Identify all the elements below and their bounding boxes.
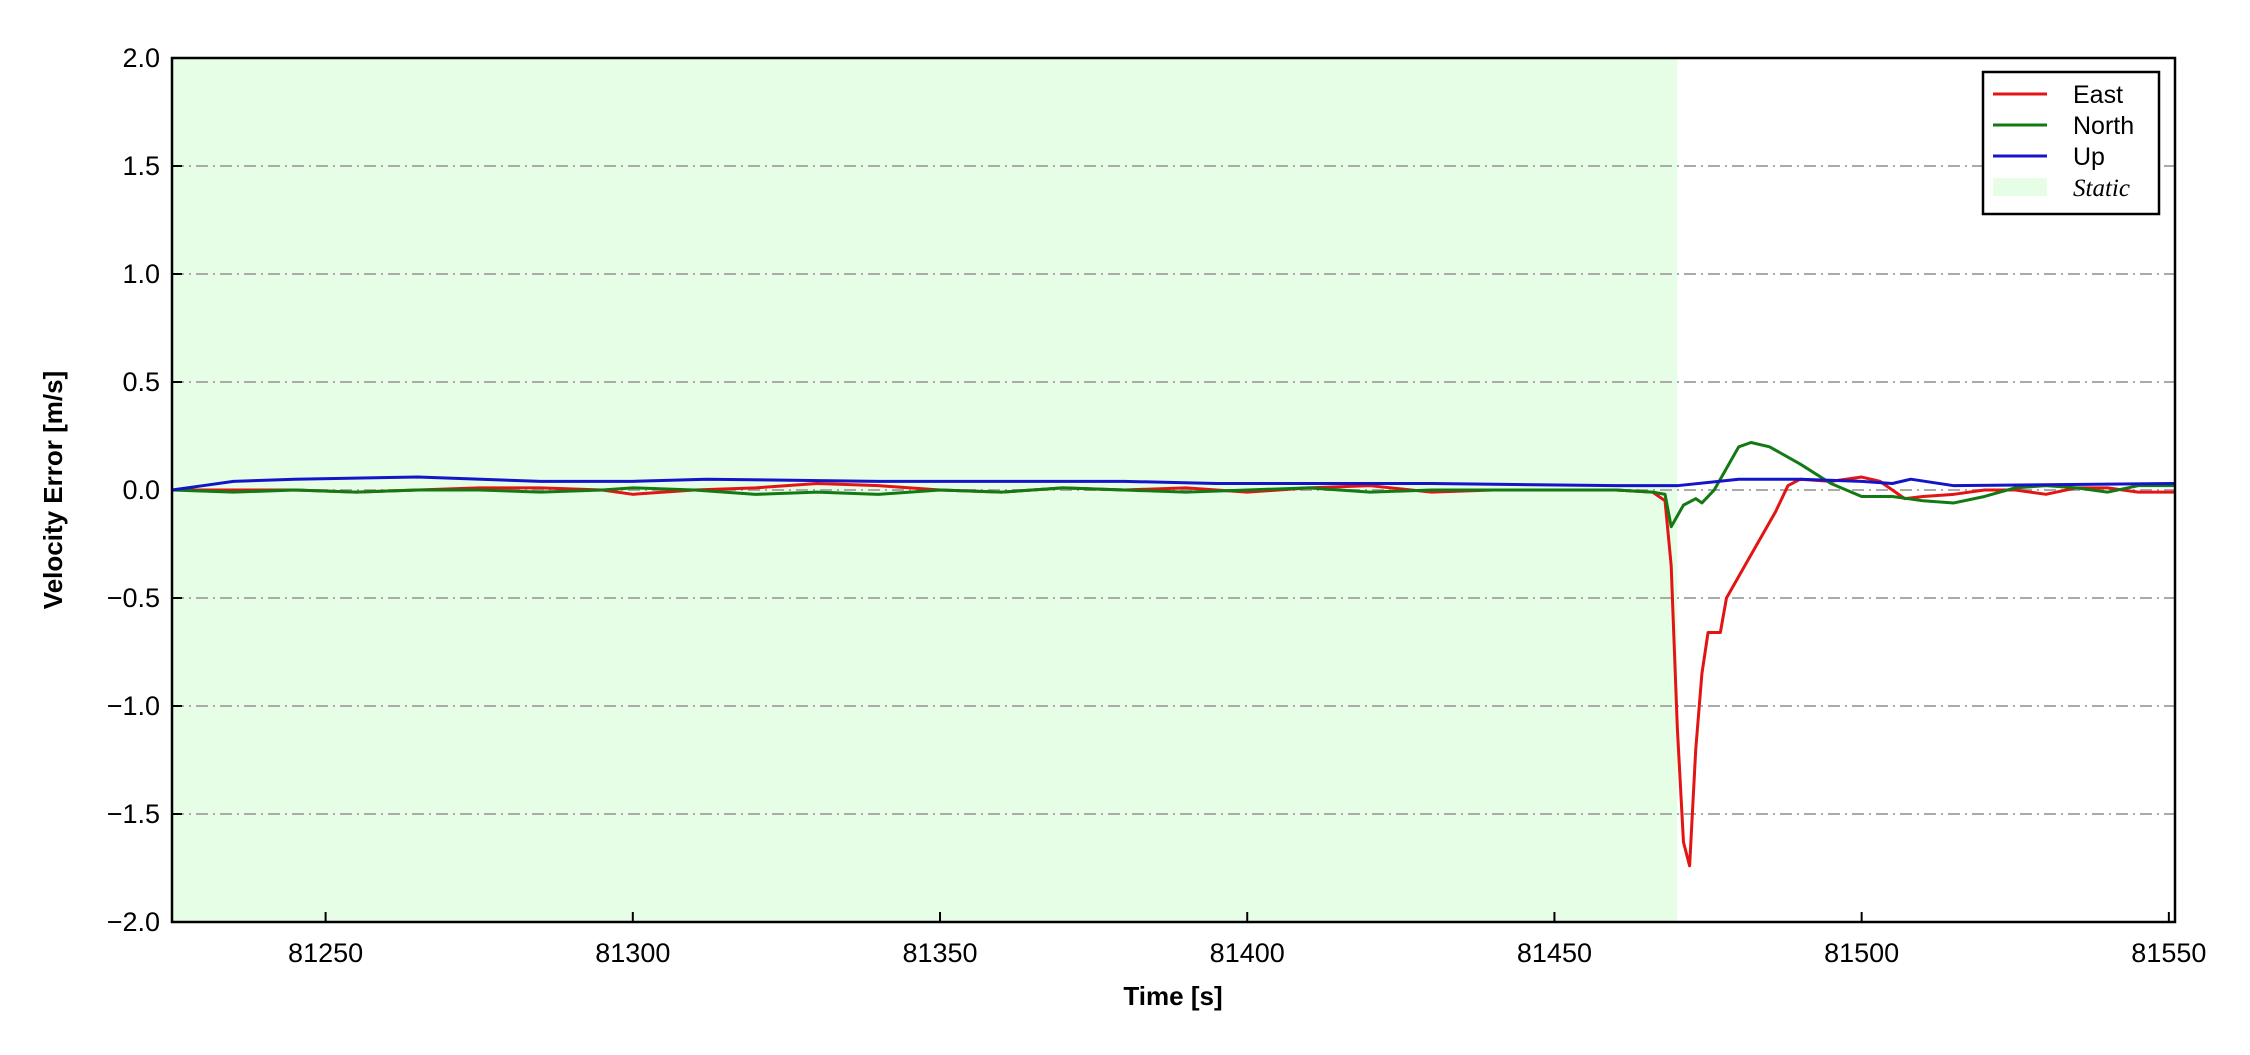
legend: East North Up Static <box>1981 70 2161 216</box>
x-tick-label: 81550 <box>2131 938 2206 968</box>
y-axis-label: Velocity Error [m/s] <box>38 371 68 609</box>
legend-label: North <box>2073 112 2134 140</box>
x-tick-label: 81450 <box>1517 938 1592 968</box>
x-tick-label: 81500 <box>1824 938 1899 968</box>
plot-frame <box>170 56 2177 924</box>
y-tick-label: −1.0 <box>107 691 160 721</box>
y-tick-label: 2.0 <box>122 43 160 73</box>
legend-label: East <box>2073 81 2123 109</box>
y-tick-label: 1.5 <box>122 151 160 181</box>
x-tick-label: 81300 <box>595 938 670 968</box>
x-tick-label: 81400 <box>1210 938 1285 968</box>
legend-label: Up <box>2073 143 2105 171</box>
legend-label: Static <box>2073 175 2130 202</box>
y-tick-label: 1.0 <box>122 259 160 289</box>
y-tick-label: 0.5 <box>122 367 160 397</box>
y-tick-label: −0.5 <box>107 583 160 613</box>
y-tick-label: −2.0 <box>107 907 160 937</box>
x-tick-label: 81350 <box>902 938 977 968</box>
x-axis-label: Time [s] <box>1123 981 1222 1011</box>
x-tick-label: 81250 <box>288 938 363 968</box>
y-tick-label: −1.5 <box>107 799 160 829</box>
series-line <box>171 440 2175 529</box>
y-tick-label: 0.0 <box>122 475 160 505</box>
legend-swatch <box>1993 178 2047 196</box>
series-line <box>171 475 2176 492</box>
